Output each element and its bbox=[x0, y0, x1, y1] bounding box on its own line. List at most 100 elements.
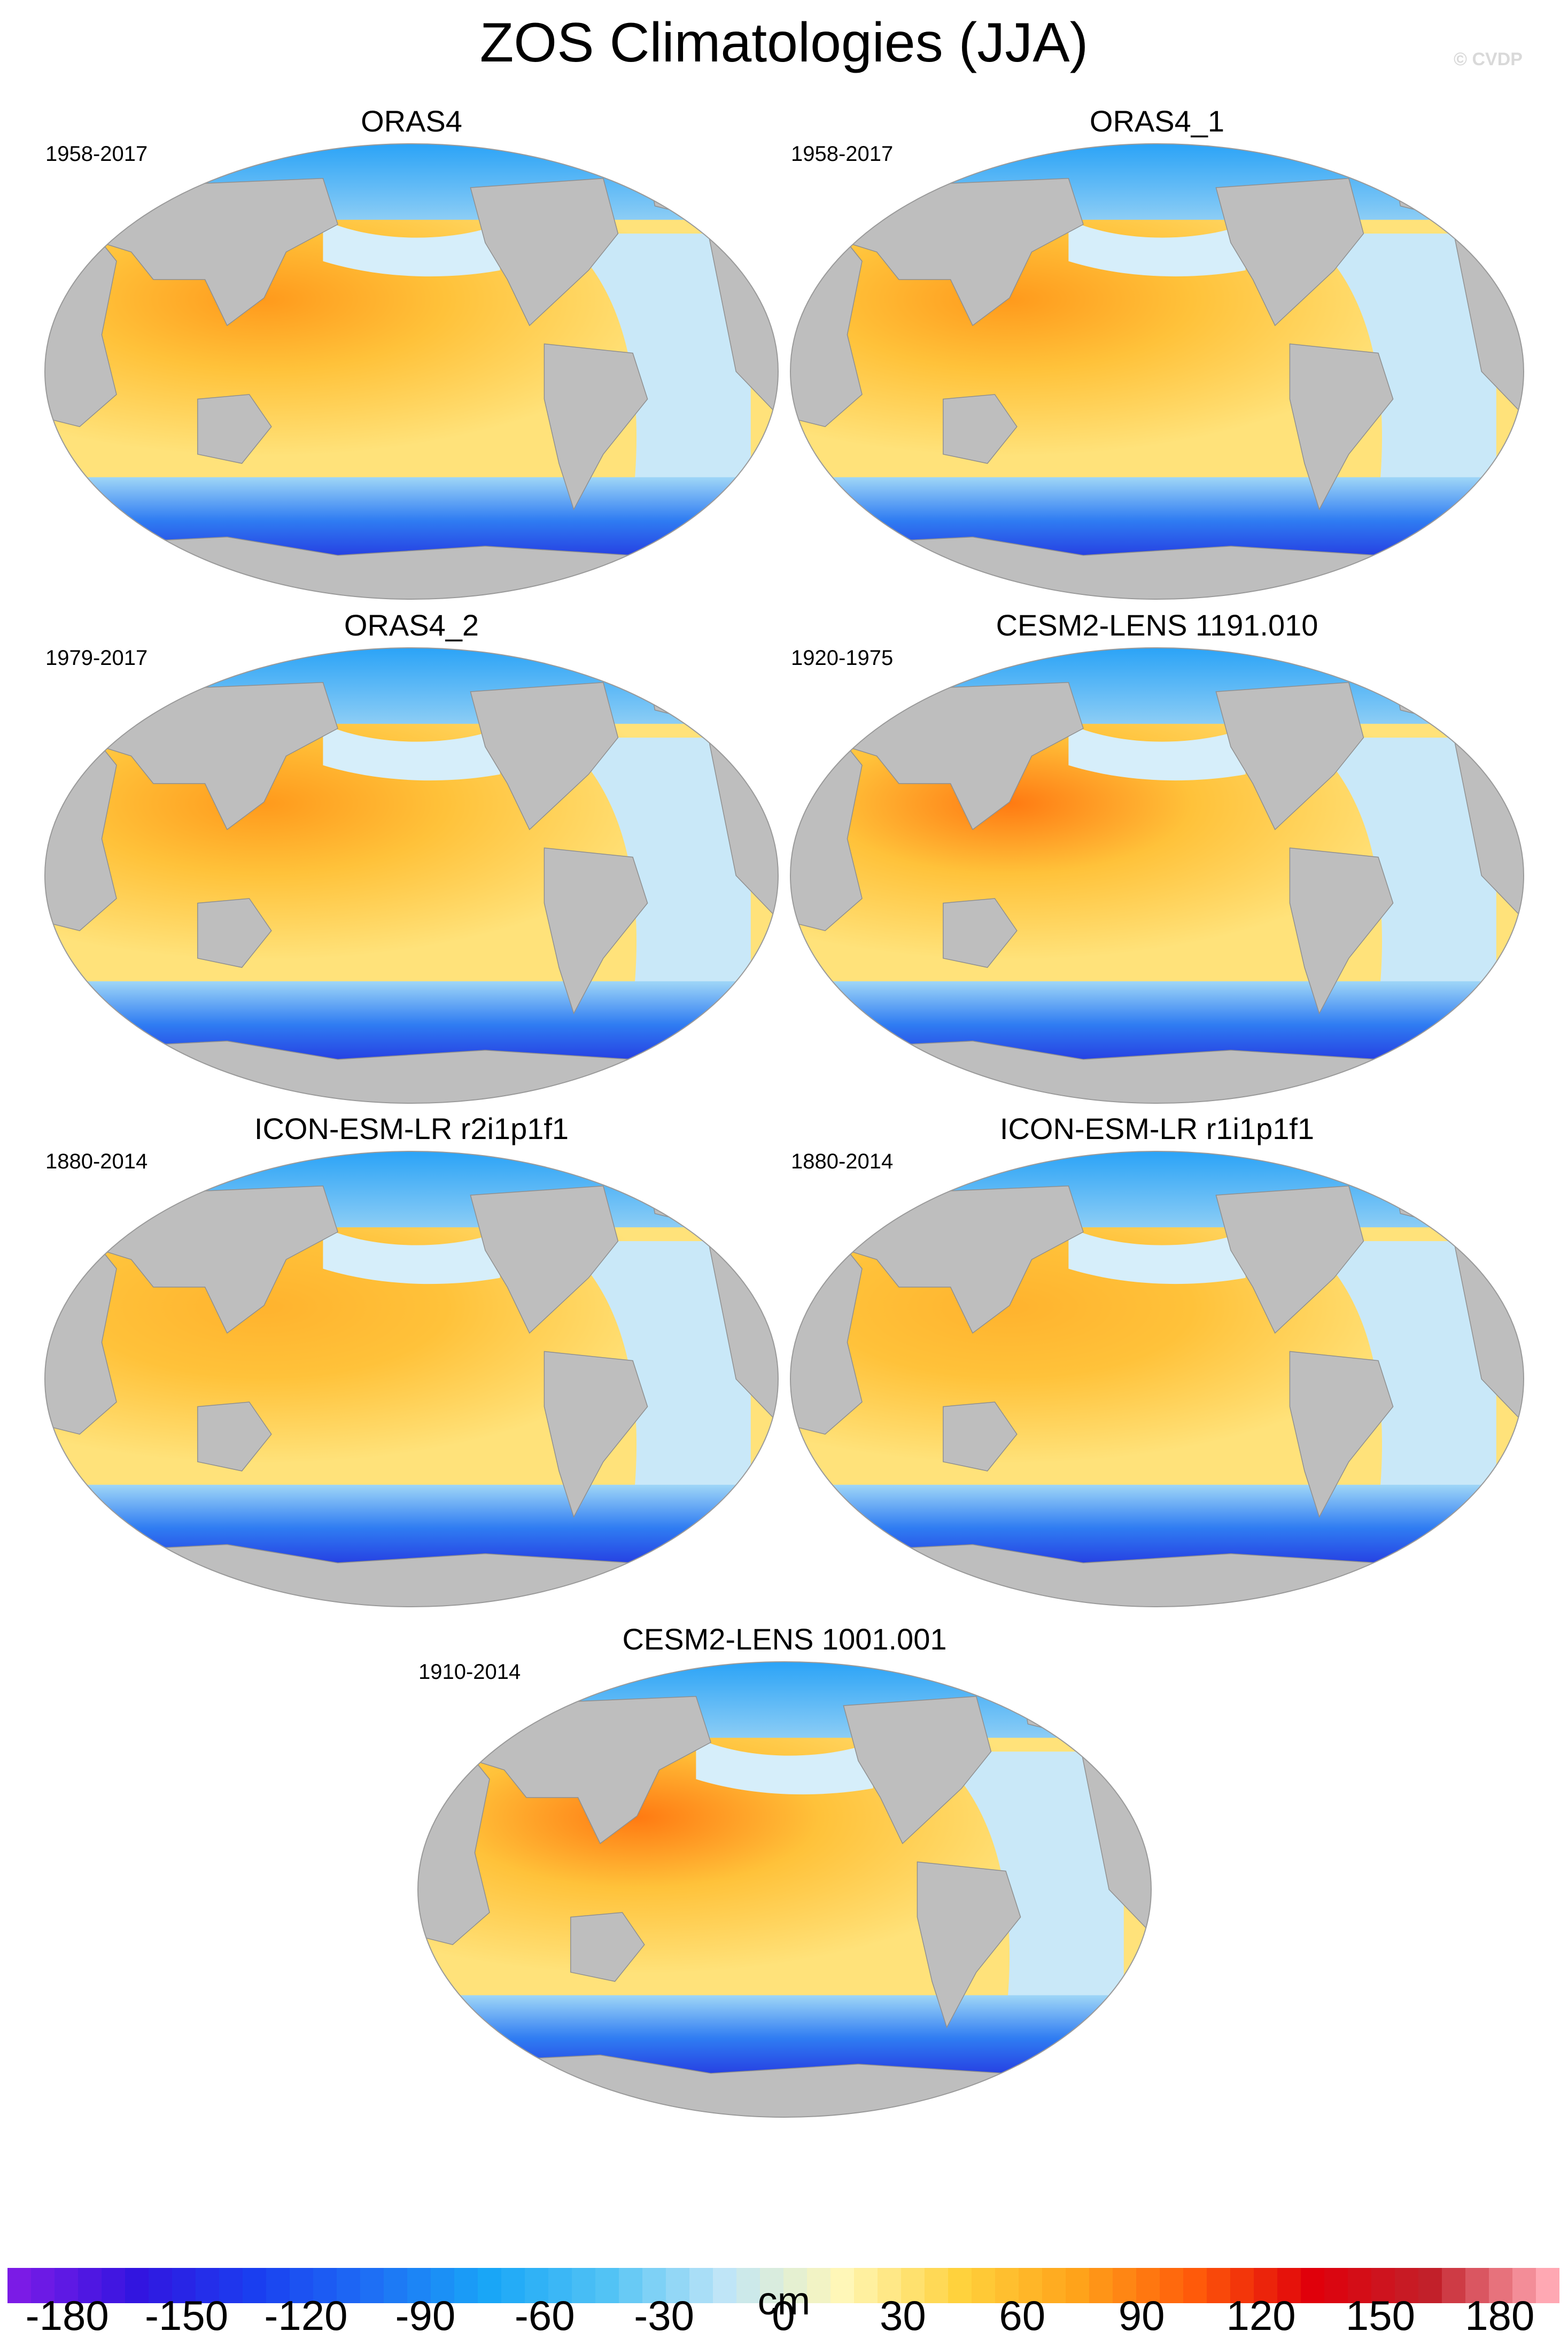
colorbar-box bbox=[525, 2268, 549, 2303]
arctic-field bbox=[45, 648, 778, 724]
world-map bbox=[790, 1151, 1524, 1607]
panel-period: 1958-2017 bbox=[45, 142, 148, 166]
arctic-field bbox=[45, 144, 778, 220]
figure-title: ZOS Climatologies (JJA) bbox=[479, 12, 1089, 74]
world-map bbox=[44, 143, 779, 600]
atlantic-field bbox=[1305, 738, 1496, 1004]
colorbar-box bbox=[1465, 2268, 1489, 2303]
colorbar-box bbox=[972, 2268, 996, 2303]
colorbar-box bbox=[313, 2268, 337, 2303]
colorbar-box bbox=[1536, 2268, 1559, 2303]
map-outline bbox=[417, 1661, 1152, 2118]
map-panel: ICON-ESM-LR r2i1p1f1 1880-2014 bbox=[43, 1112, 780, 1646]
colorbar-box bbox=[1512, 2268, 1536, 2303]
colorbar-box bbox=[1183, 2268, 1207, 2303]
atlantic-field bbox=[932, 1752, 1124, 2018]
colorbar-box bbox=[1042, 2268, 1066, 2303]
colorbar-box bbox=[1136, 2268, 1160, 2303]
colorbar-box bbox=[925, 2268, 949, 2303]
colorbar-box bbox=[1160, 2268, 1184, 2303]
colorbar-box bbox=[196, 2268, 220, 2303]
colorbar-box bbox=[1019, 2268, 1043, 2303]
arctic-field bbox=[418, 1662, 1151, 1738]
eurasia-land bbox=[474, 1696, 711, 1845]
colorbar-box bbox=[7, 2268, 32, 2303]
north-america-land bbox=[470, 682, 619, 831]
colorbar-box bbox=[454, 2268, 478, 2303]
map-outline bbox=[44, 143, 779, 600]
arctic-field bbox=[790, 144, 1524, 220]
colorbar-box bbox=[1418, 2268, 1442, 2303]
colorbar-box bbox=[360, 2268, 384, 2303]
colorbar-box bbox=[1254, 2268, 1278, 2303]
colorbar-box bbox=[689, 2268, 713, 2303]
australia-land bbox=[197, 394, 272, 464]
world-map bbox=[417, 1661, 1152, 2118]
australia-land bbox=[943, 394, 1018, 464]
eurasia-land bbox=[847, 682, 1084, 831]
north-pacific-field bbox=[1068, 1227, 1246, 1284]
colorbar-box bbox=[125, 2268, 149, 2303]
south-america-land bbox=[544, 847, 648, 1014]
colorbar-box bbox=[548, 2268, 572, 2303]
colorbar-box bbox=[948, 2268, 972, 2303]
atlantic-field bbox=[1305, 1241, 1496, 1508]
south-america-land bbox=[1289, 343, 1394, 510]
atlantic-field bbox=[559, 738, 751, 1004]
colorbar-box bbox=[1489, 2268, 1513, 2303]
colorbar-box bbox=[854, 2268, 878, 2303]
south-america-land bbox=[544, 343, 648, 510]
colorbar-box bbox=[901, 2268, 925, 2303]
map-panel: ORAS4 1958-2017 bbox=[43, 104, 780, 639]
map-panel: CESM2-LENS 1001.001 1910-2014 bbox=[416, 1622, 1153, 2157]
australia-land bbox=[570, 1912, 645, 1982]
north-america-land bbox=[843, 1696, 992, 1845]
map-outline bbox=[44, 1151, 779, 1607]
panel-title: ICON-ESM-LR r2i1p1f1 bbox=[254, 1112, 569, 1145]
colorbar-unit-label: cm bbox=[757, 2279, 811, 2323]
colorbar-box bbox=[337, 2268, 361, 2303]
colorbar bbox=[7, 2268, 1559, 2303]
colorbar-box bbox=[642, 2268, 666, 2303]
north-pacific-field bbox=[696, 1738, 873, 1795]
map-outline bbox=[790, 143, 1524, 600]
colorbar-box bbox=[31, 2268, 55, 2303]
colorbar-box bbox=[1348, 2268, 1372, 2303]
colorbar-box bbox=[501, 2268, 525, 2303]
panel-title: ORAS4_1 bbox=[1089, 104, 1225, 138]
australia-land bbox=[197, 1401, 272, 1471]
north-pacific-field bbox=[1068, 724, 1246, 781]
south-america-land bbox=[1289, 1351, 1394, 1518]
colorbar-box bbox=[1301, 2268, 1325, 2303]
colorbar-box bbox=[666, 2268, 690, 2303]
world-map bbox=[44, 647, 779, 1104]
world-map bbox=[790, 143, 1524, 600]
north-america-land bbox=[1215, 1186, 1364, 1334]
map-panel: ICON-ESM-LR r1i1p1f1 1880-2014 bbox=[788, 1112, 1526, 1646]
colorbar-box bbox=[431, 2268, 455, 2303]
colorbar-box bbox=[1395, 2268, 1419, 2303]
colorbar-box bbox=[1066, 2268, 1090, 2303]
arctic-field bbox=[790, 1151, 1524, 1228]
eurasia-land bbox=[847, 178, 1084, 327]
panel-period: 1958-2017 bbox=[791, 142, 894, 166]
arctic-field bbox=[45, 1151, 778, 1228]
map-outline bbox=[790, 1151, 1524, 1607]
map-outline bbox=[44, 647, 779, 1104]
atlantic-field bbox=[1305, 234, 1496, 500]
colorbar-box bbox=[407, 2268, 431, 2303]
north-pacific-field bbox=[323, 724, 500, 781]
colorbar-box bbox=[1371, 2268, 1395, 2303]
cvdp-watermark: © CVDP bbox=[1454, 49, 1523, 69]
colorbar-box bbox=[830, 2268, 855, 2303]
colorbar-box bbox=[149, 2268, 173, 2303]
colorbar-box bbox=[1442, 2268, 1466, 2303]
atlantic-field bbox=[559, 234, 751, 500]
colorbar-box bbox=[78, 2268, 102, 2303]
colorbar-box bbox=[266, 2268, 290, 2303]
north-pacific-field bbox=[1068, 220, 1246, 277]
map-panel: ORAS4_2 1979-2017 bbox=[43, 608, 780, 1143]
colorbar-box bbox=[595, 2268, 619, 2303]
south-america-land bbox=[1289, 847, 1394, 1014]
panel-period: 1880-2014 bbox=[45, 1150, 148, 1173]
